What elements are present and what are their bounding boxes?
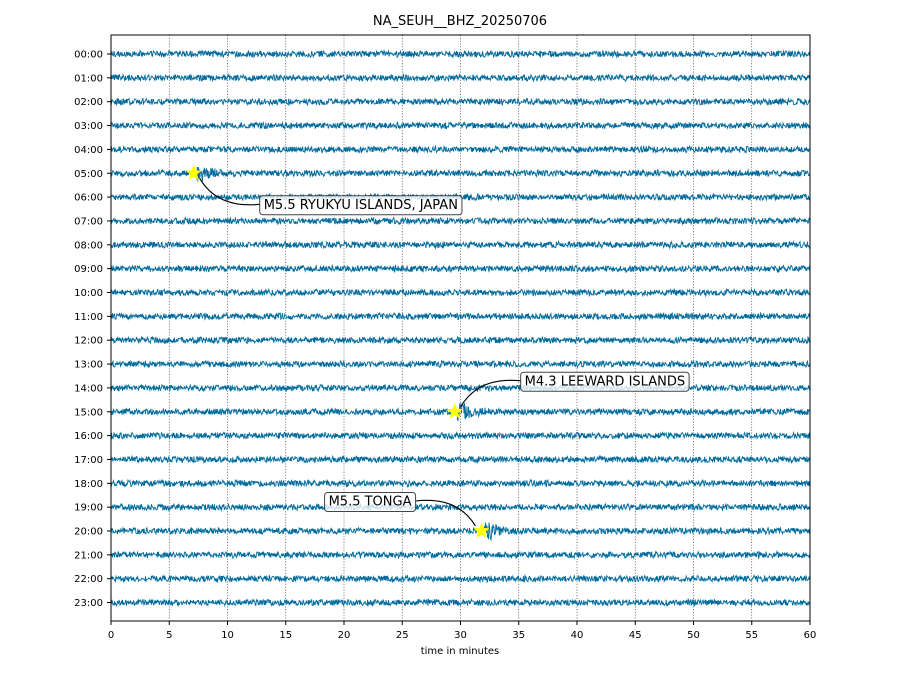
x-tick-label-35: 35 [512,630,525,641]
trace-row-0000 [110,49,811,59]
trace-row-1400 [110,383,811,393]
event-star-marker [473,522,490,539]
event-label-box [324,492,417,512]
event-label: M4.3 LEEWARD ISLANDS [525,374,685,389]
trace-row-0800 [110,239,811,250]
y-tick-label-1000: 10:00 [74,288,103,299]
trace-row-1600 [110,430,811,441]
trace-row-1900 [110,502,811,512]
x-tick-label-60: 60 [804,630,817,641]
y-tick-label-2000: 20:00 [74,527,103,538]
y-tick-label-1900: 19:00 [74,503,103,514]
y-tick-label-1400: 14:00 [74,383,103,394]
y-tick-label-1300: 13:00 [74,360,103,371]
event-label: M5.5 TONGA [329,495,412,510]
trace-row-1500 [110,402,811,422]
trace-row-1200 [110,335,811,345]
trace-row-2100 [110,550,811,560]
y-tick-label-1700: 17:00 [74,455,103,466]
x-tick-label-20: 20 [338,630,351,641]
event-connector [415,499,476,527]
trace-row-0200 [110,96,811,107]
trace-row-0500 [110,166,811,182]
event-annotation-1: M5.5 RYUKYU ISLANDS, JAPAN [185,164,463,216]
x-tick-label-45: 45 [629,630,642,641]
x-tick-label-10: 10 [221,630,234,641]
y-tick-label-2200: 22:00 [74,574,103,585]
y-tick-label-0000: 00:00 [74,50,103,61]
event-label-box [259,195,463,216]
event-label: M5.5 RYUKYU ISLANDS, JAPAN [264,198,458,213]
x-tick-label-50: 50 [687,630,700,641]
y-tick-label-0200: 02:00 [74,97,103,108]
trace-row-0700 [110,216,811,226]
event-star-marker [446,403,463,419]
event-annotation-2: M4.3 LEEWARD ISLANDS [446,371,690,419]
y-tick-label-0500: 05:00 [74,169,103,180]
trace-row-1700 [110,454,811,465]
event-annotations: M5.5 RYUKYU ISLANDS, JAPAN M4.3 LEEWARD I… [185,164,690,539]
trace-row-0400 [110,144,811,154]
event-connector [460,379,521,408]
event-label-box [520,371,690,392]
trace-row-2000 [110,522,811,542]
y-tick-label-0900: 09:00 [74,264,103,275]
x-axis-label: time in minutes [421,646,500,657]
trace-row-2200 [110,573,811,584]
x-tick-label-5: 5 [166,630,172,641]
trace-row-1300 [110,359,811,369]
y-tick-label-2100: 21:00 [74,550,103,561]
x-tick-label-40: 40 [571,630,584,641]
x-tick-label-15: 15 [279,630,292,641]
y-tick-label-0400: 04:00 [74,145,103,156]
y-tick-label-1800: 18:00 [74,479,103,490]
y-tick-label-1200: 12:00 [74,336,103,347]
trace-row-0300 [110,120,811,131]
event-annotation-3: M5.5 TONGA [324,492,490,539]
y-tick-label-0100: 01:00 [74,73,103,84]
trace-row-1100 [110,311,811,322]
chart-title: NA_SEUH__BHZ_20250706 [373,14,547,29]
event-connector [199,178,260,206]
seismic-traces [110,49,811,608]
vertical-gridlines [168,35,753,621]
trace-row-0100 [110,72,811,83]
y-tick-label-0600: 06:00 [74,193,103,204]
y-tick-label-1100: 11:00 [74,312,103,323]
trace-row-2300 [110,597,811,608]
y-tick-label-2300: 23:00 [74,598,103,609]
y-tick-label-0300: 03:00 [74,121,103,132]
trace-row-0900 [110,263,811,274]
trace-row-1000 [110,287,811,298]
y-tick-label-0800: 08:00 [74,240,103,251]
x-tick-label-0: 0 [108,630,114,641]
y-tick-label-0700: 07:00 [74,216,103,227]
x-axis-minute-labels: 0 5 10 15 20 25 30 35 40 45 50 55 60 [108,621,817,641]
y-axis-hour-labels: 00:00 01:00 02:00 03:00 04:00 05:00 06:00 07:00… [74,50,111,609]
x-tick-label-25: 25 [396,630,409,641]
x-tick-label-30: 30 [454,630,467,641]
y-tick-label-1600: 16:00 [74,431,103,442]
x-tick-label-55: 55 [745,630,758,641]
trace-row-1800 [110,478,811,489]
event-star-marker [185,164,202,181]
y-tick-label-1500: 15:00 [74,407,103,418]
